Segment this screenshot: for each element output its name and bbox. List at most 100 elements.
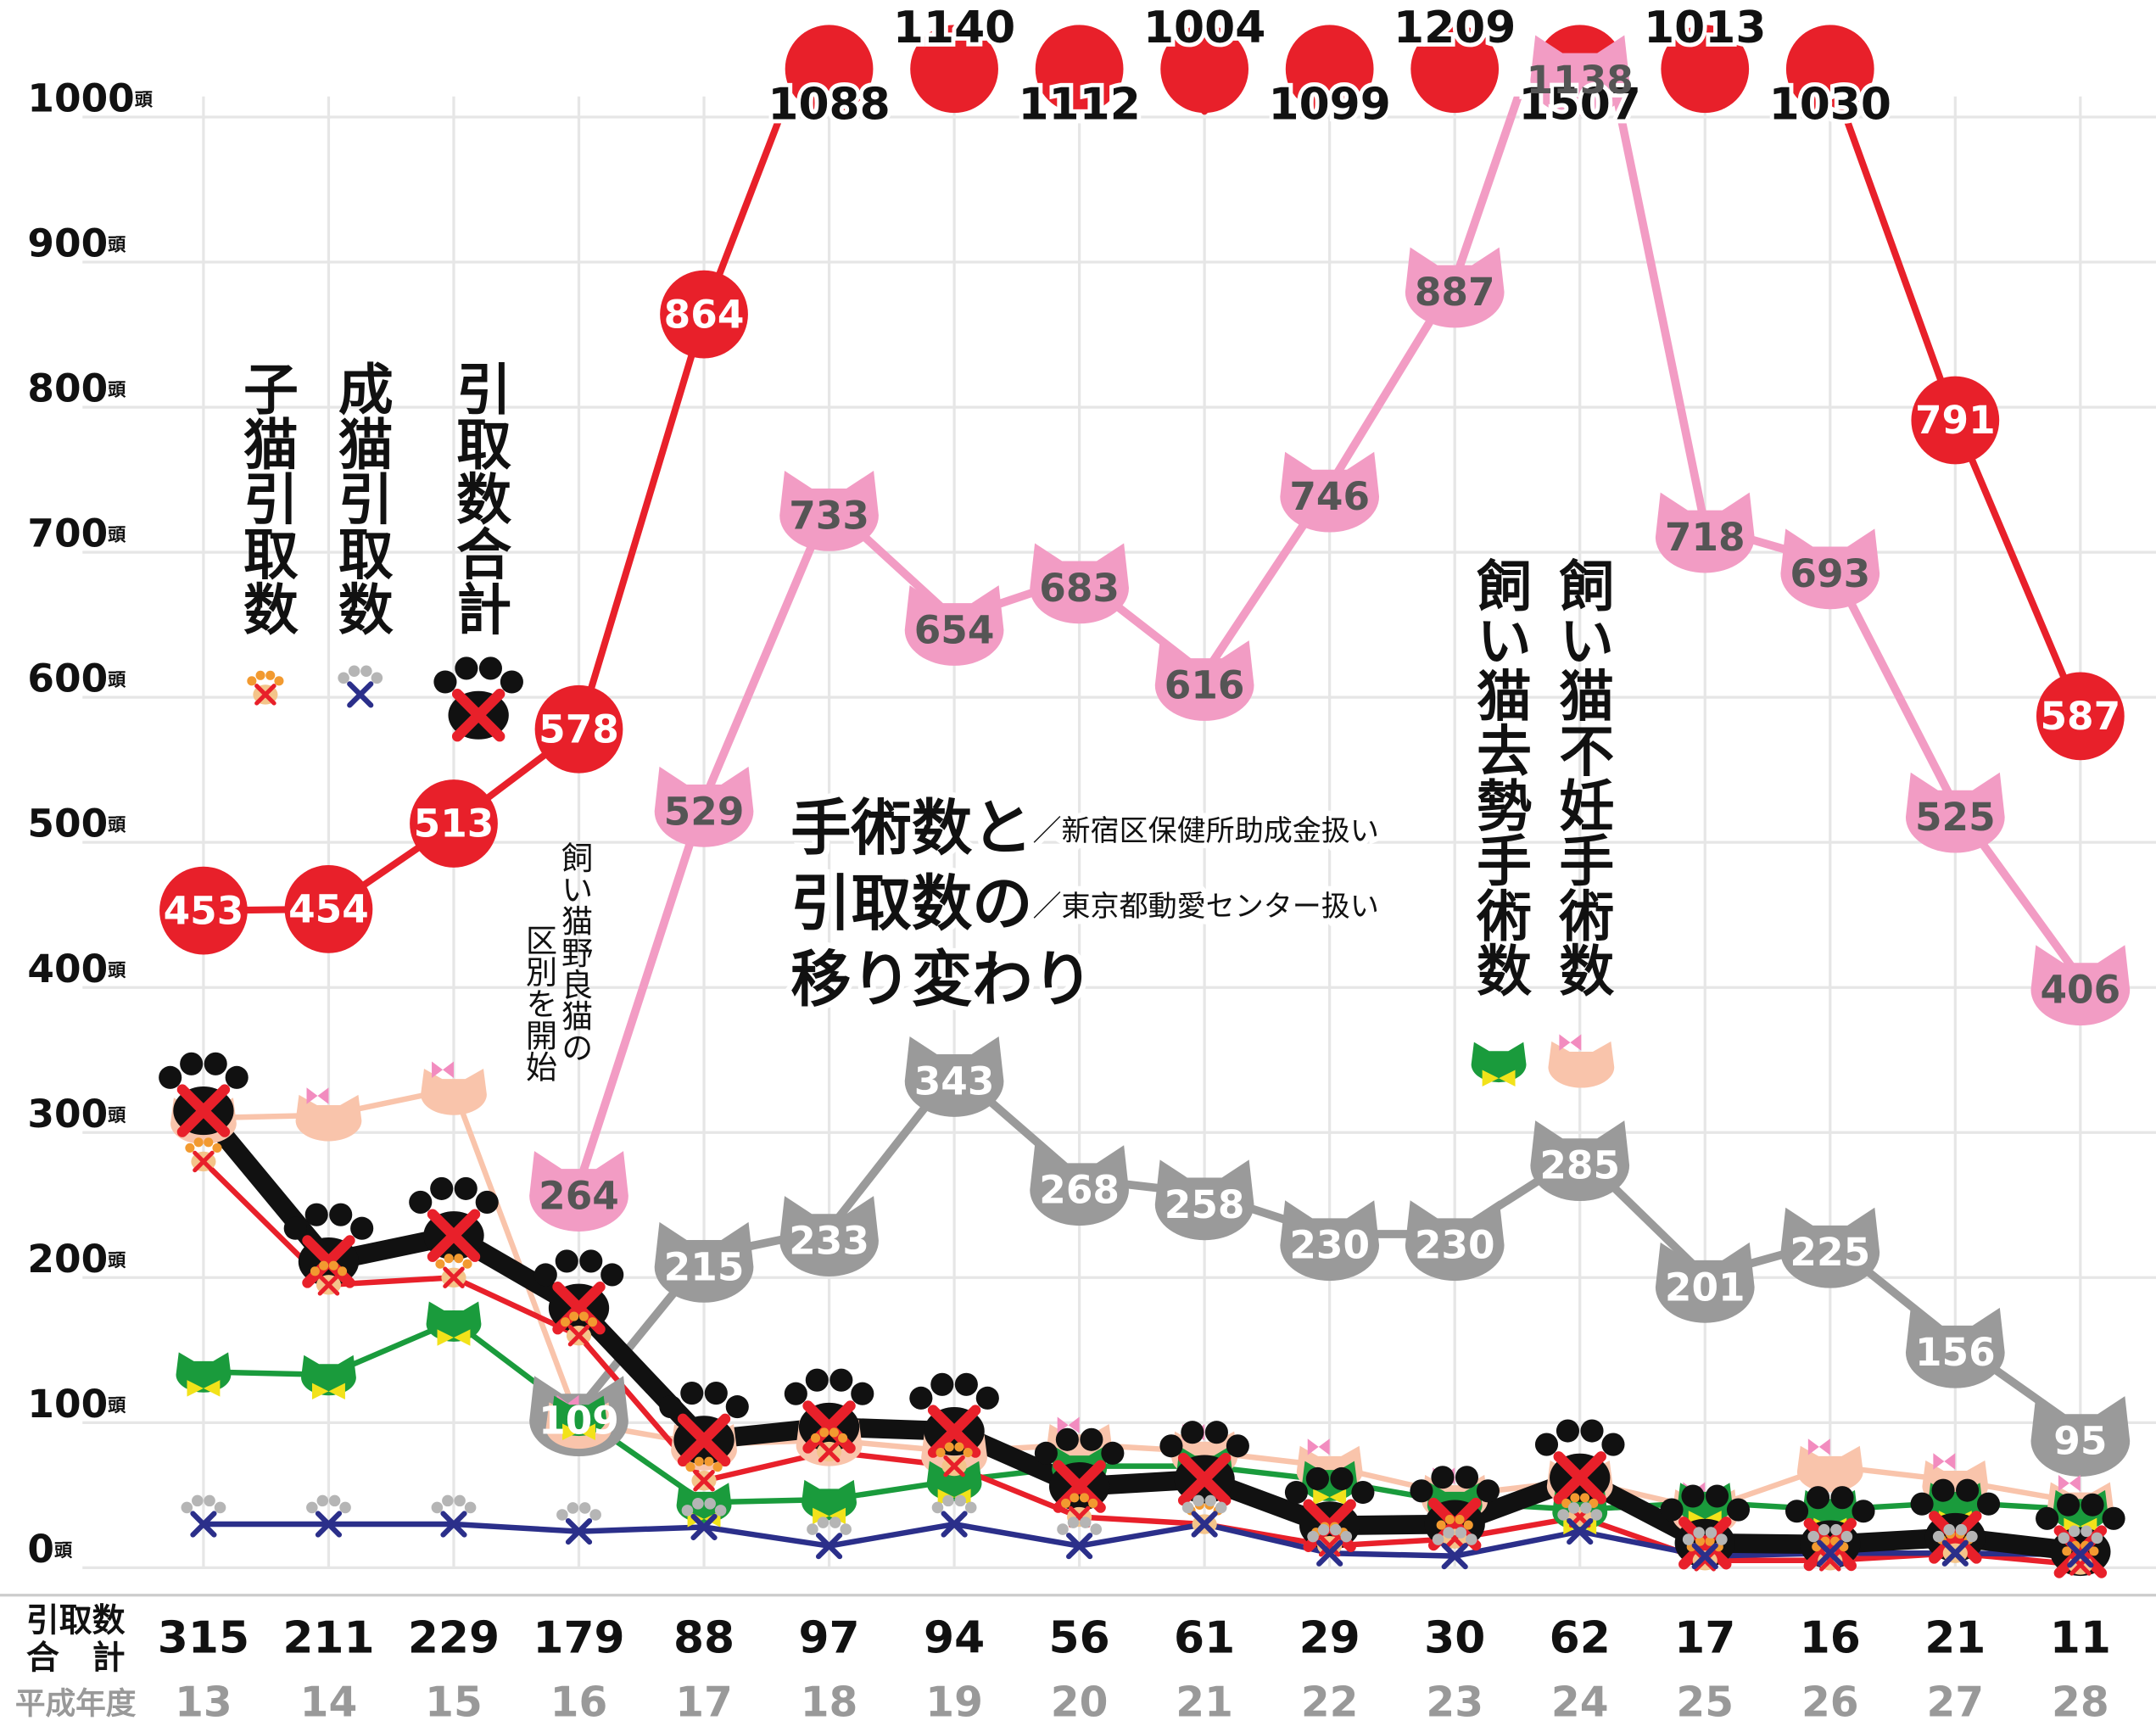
toe [1455,1515,1464,1524]
toe [807,1523,818,1535]
subtitle: ／東京都動愛センター扱い [1033,890,1379,924]
toe [1433,1533,1444,1545]
toe [212,1143,221,1153]
data-label: 453 [164,888,244,933]
toe [204,1053,227,1075]
toe [1443,1527,1455,1539]
page: {"chart_data": { "type": "line", "title_… [0,0,2156,1726]
y-tick-unit: 頭 [108,1104,126,1126]
data-label: 1140 [893,3,1015,53]
data-label: 1088 [768,80,890,131]
y-tick-unit: 頭 [108,379,126,400]
x-tick-label: 18 [801,1679,858,1726]
data-label: 525 [1915,795,1996,840]
toe [1706,1484,1729,1507]
toe [1830,1524,1842,1536]
annotation: 区別を開始 [521,924,558,1082]
toe [339,1502,351,1514]
toe [1591,1509,1603,1521]
data-label: 864 [664,292,745,337]
toe [1101,1442,1124,1465]
toe [945,1442,954,1451]
toe [1693,1527,1705,1539]
toe [1807,1486,1829,1509]
toe [561,1317,570,1327]
x-tick-label: 15 [425,1679,483,1726]
annotation: 飼い猫野良猫の [556,841,594,1063]
toe [465,1502,477,1514]
toe [680,1382,703,1405]
toe [1181,1421,1204,1444]
data-label: 285 [1539,1143,1620,1188]
cross [349,684,371,705]
data-label: 215 [664,1244,745,1289]
toe [1580,1419,1603,1442]
toe [2081,1494,2104,1517]
toe [1956,1524,1968,1536]
toe [310,1266,320,1276]
data-label: 791 [1915,398,1996,443]
toe [965,1502,977,1514]
x-tick-label: 16 [550,1679,608,1726]
toe [1477,1479,1500,1502]
toe [274,676,283,685]
toe [567,1502,579,1514]
toe [430,1177,453,1200]
toe [838,1433,847,1443]
y-tick-unit: 頭 [108,1249,126,1271]
toe [462,1260,472,1269]
total-label: 61 [1174,1612,1235,1663]
y-tick-label: 100頭 [27,1381,126,1426]
toe [2058,1533,2069,1544]
x-tick-label: 25 [1676,1679,1734,1726]
toe [819,1427,829,1437]
data-label: 233 [789,1219,869,1264]
toe [1818,1524,1830,1536]
toe [1570,1493,1579,1502]
toe [695,1457,704,1466]
x-tick-label: 26 [1801,1679,1859,1726]
toe [1061,1499,1070,1508]
y-tick-unit: 頭 [108,814,126,835]
data-label: 654 [914,608,995,653]
toe [685,1462,695,1472]
toe [1568,1502,1580,1514]
toe [435,1260,444,1269]
toe [1556,1419,1579,1442]
toe [371,673,383,684]
toe [588,1317,597,1327]
toe [976,1387,999,1410]
toe [265,671,275,680]
data-label: 406 [2040,968,2120,1013]
x-tick-label: 20 [1051,1679,1109,1726]
toe [1727,1498,1750,1521]
toe [659,1395,682,1418]
toe [932,1502,944,1514]
toe [704,1498,716,1510]
toe [726,1395,749,1418]
total-label: 17 [1674,1612,1735,1663]
toe [2092,1533,2103,1544]
data-label: 1013 [1644,3,1766,53]
toe [930,1373,953,1396]
data-label: 454 [288,887,369,932]
title: 移り変わり [790,944,1093,1014]
toe [1159,1434,1182,1457]
toe [1785,1500,1808,1522]
toe [942,1495,954,1507]
toe [1830,1486,1853,1509]
toe [1683,1533,1695,1545]
toe [954,1495,966,1507]
x-tick-label: 13 [175,1679,232,1726]
y-tick-value: 0 [27,1526,54,1571]
toe [1285,1481,1308,1504]
toe [329,1495,341,1507]
total-label: 16 [1800,1612,1861,1663]
data-label: 1099 [1269,80,1391,131]
x-axis-label: 平成年度 [15,1686,137,1721]
total-label: 315 [158,1612,249,1663]
toe [1807,1531,1819,1543]
legend-label: 子猫引取数 [233,360,298,635]
toe [226,1066,249,1089]
toe [455,1177,478,1200]
